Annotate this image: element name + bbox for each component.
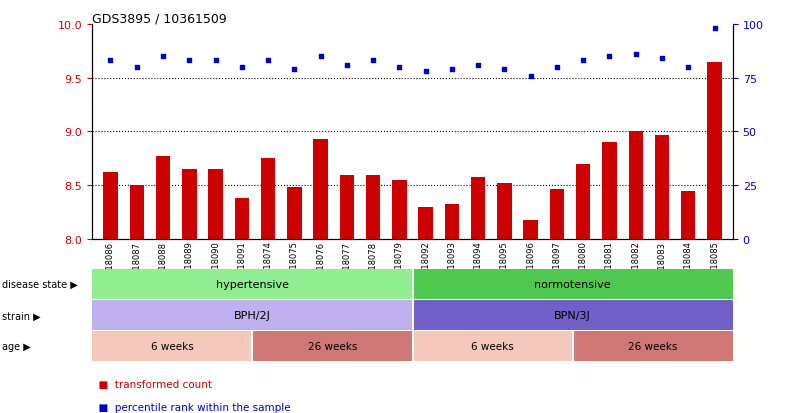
Text: age ▶: age ▶: [2, 342, 30, 351]
Bar: [92, 270, 413, 299]
Point: [682, 64, 694, 71]
Point: [131, 64, 143, 71]
Point: [340, 62, 353, 69]
Bar: [92, 332, 252, 361]
Text: BPH/2J: BPH/2J: [234, 311, 271, 320]
Bar: [392, 180, 407, 240]
Bar: [681, 191, 695, 240]
Text: normotensive: normotensive: [534, 280, 611, 290]
Point: [104, 58, 117, 64]
Bar: [130, 186, 144, 240]
Bar: [182, 170, 196, 240]
Point: [472, 62, 485, 69]
Bar: [549, 189, 564, 240]
Point: [288, 66, 300, 73]
Bar: [287, 188, 301, 240]
Bar: [418, 207, 433, 240]
Text: 26 weeks: 26 weeks: [308, 342, 357, 351]
Bar: [471, 177, 485, 240]
Text: 6 weeks: 6 weeks: [471, 342, 514, 351]
Bar: [208, 170, 223, 240]
Bar: [103, 173, 118, 240]
Point: [367, 58, 380, 64]
Bar: [413, 270, 733, 299]
Point: [314, 54, 327, 60]
Bar: [92, 301, 413, 330]
Point: [550, 64, 563, 71]
Bar: [576, 164, 590, 240]
Text: ■  transformed count: ■ transformed count: [92, 379, 212, 389]
Bar: [445, 204, 459, 240]
Text: 6 weeks: 6 weeks: [151, 342, 194, 351]
Bar: [235, 199, 249, 240]
Point: [183, 58, 195, 64]
Text: GDS3895 / 10361509: GDS3895 / 10361509: [92, 12, 227, 25]
Point: [498, 66, 511, 73]
Bar: [413, 332, 573, 361]
Point: [655, 56, 668, 62]
Bar: [252, 332, 413, 361]
Point: [209, 58, 222, 64]
Point: [235, 64, 248, 71]
Text: disease state ▶: disease state ▶: [2, 280, 78, 290]
Bar: [629, 132, 643, 240]
Point: [630, 52, 642, 58]
Text: strain ▶: strain ▶: [2, 311, 40, 320]
Bar: [707, 62, 722, 240]
Bar: [524, 220, 538, 240]
Bar: [261, 159, 276, 240]
Point: [708, 26, 721, 32]
Point: [603, 54, 616, 60]
Point: [393, 64, 406, 71]
Text: hypertensive: hypertensive: [215, 280, 289, 290]
Bar: [573, 332, 733, 361]
Point: [157, 54, 170, 60]
Bar: [366, 175, 380, 240]
Bar: [413, 301, 733, 330]
Bar: [313, 140, 328, 240]
Bar: [602, 143, 617, 240]
Bar: [654, 135, 669, 240]
Bar: [497, 184, 512, 240]
Text: ■  percentile rank within the sample: ■ percentile rank within the sample: [92, 402, 291, 412]
Point: [419, 69, 432, 75]
Point: [445, 66, 458, 73]
Text: BPN/3J: BPN/3J: [554, 311, 591, 320]
Point: [525, 73, 537, 80]
Text: 26 weeks: 26 weeks: [628, 342, 678, 351]
Bar: [340, 175, 354, 240]
Point: [577, 58, 590, 64]
Point: [262, 58, 275, 64]
Bar: [156, 157, 171, 240]
